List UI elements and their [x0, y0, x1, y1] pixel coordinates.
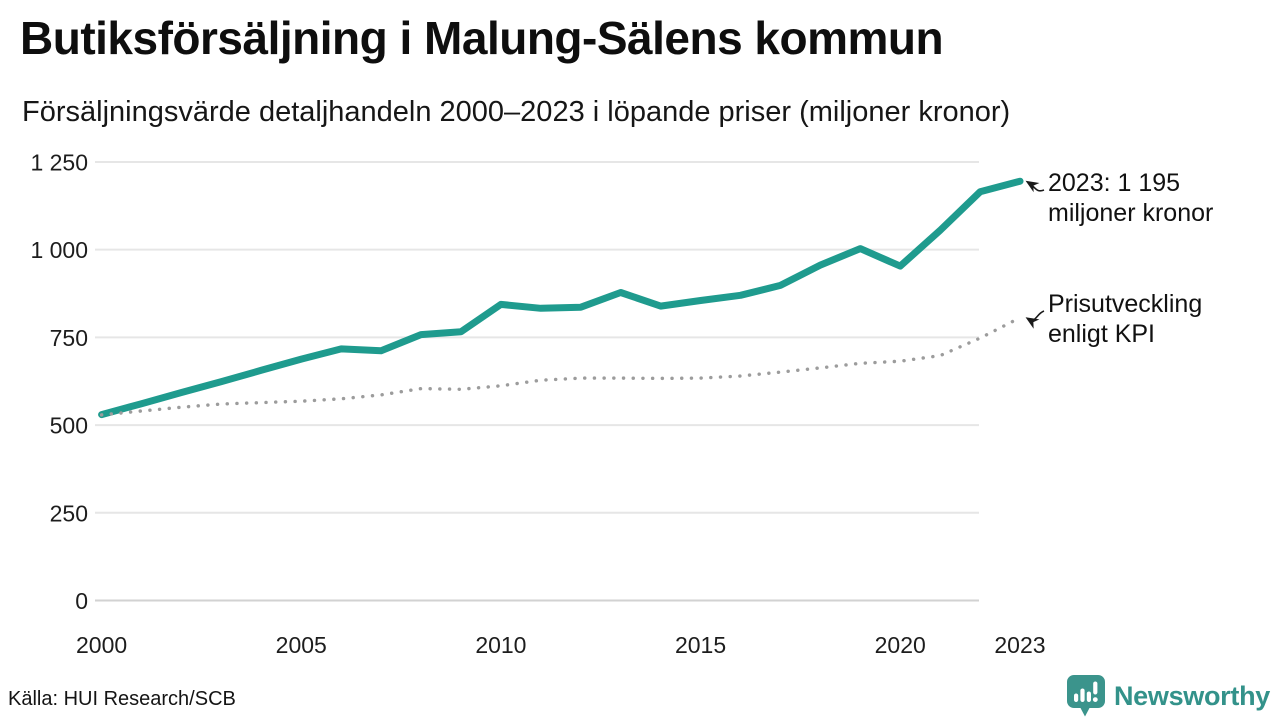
x-tick-label-2010: 2010 [475, 632, 526, 658]
x-tick-label-2005: 2005 [276, 632, 327, 658]
series-line-sales [98, 177, 1024, 419]
y-tick-label-500: 500 [50, 413, 88, 439]
kpi-endpoint-label-line-1: Prisutveckling [1048, 290, 1202, 318]
kpi-endpoint-label-line-2: enligt KPI [1048, 320, 1155, 348]
x-tick-label-2023: 2023 [994, 632, 1045, 658]
sales-endpoint-label: 2023: 1 195 miljoner kronor [1048, 169, 1213, 227]
y-tick-label-1000: 1 000 [30, 237, 88, 263]
y-tick-label-250: 250 [50, 500, 88, 526]
kpi-endpoint-label-arrow [1025, 310, 1045, 329]
x-tick-label-2015: 2015 [675, 632, 726, 658]
sales-endpoint-label-line-1: 2023: 1 195 [1048, 169, 1180, 197]
sales-endpoint-label-line-2: miljoner kronor [1048, 199, 1213, 227]
page-subtitle: Försäljningsvärde detaljhandeln 2000–202… [22, 96, 1011, 128]
sales-endpoint-label-arrow [1025, 180, 1045, 193]
y-tick-label-750: 750 [50, 325, 88, 351]
brand-lockup: Newsworthy [1066, 674, 1270, 718]
x-tick-label-2000: 2000 [76, 632, 127, 658]
brand-name: Newsworthy [1113, 680, 1270, 711]
newsworthy-logo-icon [1066, 675, 1105, 717]
source-note: Källa: HUI Research/SCB [8, 688, 236, 710]
y-tick-label-1250: 1 250 [30, 149, 88, 175]
y-tick-label-0: 0 [75, 588, 88, 614]
line-chart: 0 250 500 750 1 000 1 250 2000 2005 2010 2015 2020… [30, 149, 1213, 658]
page-title: Butiksförsäljning i Malung-Sälens kommun [20, 12, 944, 64]
series-line-kpi [99, 315, 1022, 417]
x-tick-label-2020: 2020 [875, 632, 926, 658]
kpi-endpoint-label: Prisutveckling enligt KPI [1048, 290, 1202, 348]
